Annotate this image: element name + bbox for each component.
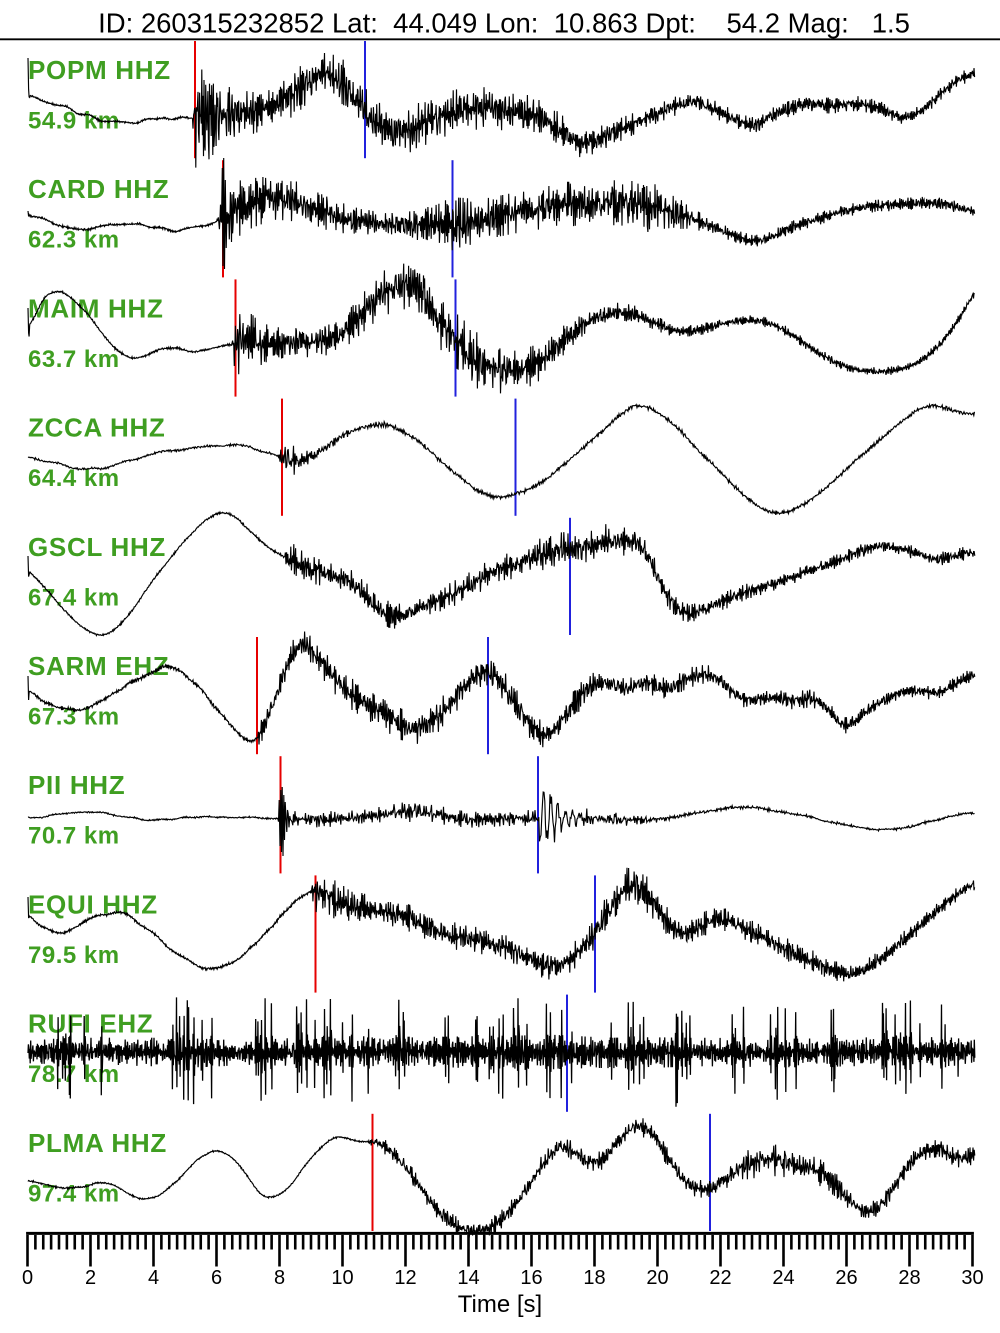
svg-text:MAIM HHZ: MAIM HHZ — [28, 293, 164, 323]
svg-text:10: 10 — [331, 1267, 353, 1289]
svg-text:2: 2 — [85, 1267, 96, 1289]
svg-text:30: 30 — [961, 1267, 983, 1289]
svg-text:ID: 260315232852 Lat: 44.049: ID: 260315232852 Lat: 44.049 Lon: 10.863… — [98, 8, 910, 39]
svg-text:78.7 km: 78.7 km — [28, 1061, 120, 1088]
svg-text:6: 6 — [211, 1267, 222, 1289]
svg-text:62.3 km: 62.3 km — [28, 227, 120, 254]
svg-text:67.4 km: 67.4 km — [28, 584, 120, 611]
svg-text:24: 24 — [772, 1267, 794, 1289]
svg-text:28: 28 — [898, 1267, 920, 1289]
svg-text:63.7 km: 63.7 km — [28, 346, 120, 373]
svg-text:POPM HHZ: POPM HHZ — [28, 55, 171, 85]
svg-text:26: 26 — [835, 1267, 857, 1289]
svg-text:PLMA HHZ: PLMA HHZ — [28, 1128, 167, 1158]
svg-text:CARD HHZ: CARD HHZ — [28, 174, 169, 204]
svg-text:22: 22 — [709, 1267, 731, 1289]
svg-text:14: 14 — [457, 1267, 479, 1289]
svg-text:8: 8 — [274, 1267, 285, 1289]
svg-text:79.5 km: 79.5 km — [28, 942, 120, 969]
svg-text:0: 0 — [22, 1267, 33, 1289]
svg-text:70.7 km: 70.7 km — [28, 823, 120, 850]
svg-text:PII HHZ: PII HHZ — [28, 770, 125, 800]
svg-text:RUFI EHZ: RUFI EHZ — [28, 1009, 153, 1039]
svg-text:GSCL HHZ: GSCL HHZ — [28, 532, 166, 562]
svg-text:16: 16 — [520, 1267, 542, 1289]
svg-text:EQUI HHZ: EQUI HHZ — [28, 889, 158, 919]
svg-text:4: 4 — [148, 1267, 159, 1289]
svg-text:64.4 km: 64.4 km — [28, 465, 120, 492]
svg-text:Time [s]: Time [s] — [458, 1291, 542, 1318]
svg-text:18: 18 — [583, 1267, 605, 1289]
svg-text:20: 20 — [646, 1267, 668, 1289]
svg-text:12: 12 — [394, 1267, 416, 1289]
svg-text:67.3 km: 67.3 km — [28, 704, 120, 731]
svg-text:SARM EHZ: SARM EHZ — [28, 651, 169, 681]
svg-text:97.4 km: 97.4 km — [28, 1180, 120, 1207]
svg-text:ZCCA HHZ: ZCCA HHZ — [28, 413, 166, 443]
